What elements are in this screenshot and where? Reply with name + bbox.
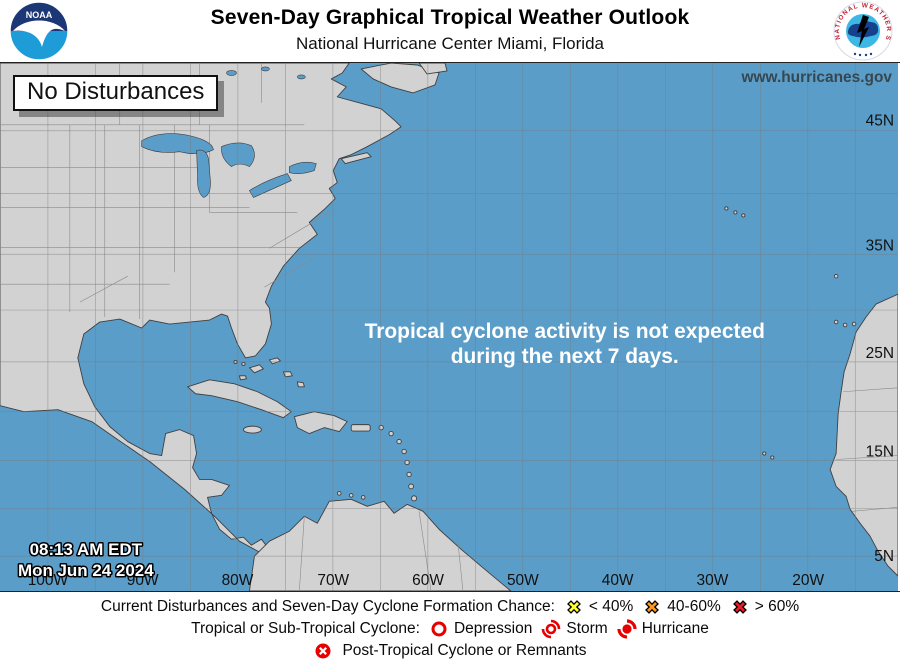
legend-row-formation-chance: Current Disturbances and Seven-Day Cyclo… bbox=[101, 596, 799, 617]
nws-logo-stars bbox=[853, 52, 873, 57]
page-title: Seven-Day Graphical Tropical Weather Out… bbox=[210, 6, 690, 29]
great-lakes bbox=[141, 66, 317, 198]
lon-label: 80W bbox=[222, 572, 254, 589]
watermark-url: www.hurricanes.gov bbox=[740, 69, 892, 86]
legend-row-post-tropical: Post-Tropical Cyclone or Remnants bbox=[313, 640, 587, 661]
noaa-logo: NOAA bbox=[9, 1, 69, 61]
circled-x-icon bbox=[313, 641, 333, 661]
legend-item-hurricane: Hurricane bbox=[617, 618, 709, 639]
outlook-message-line1: Tropical cyclone activity is not expecte… bbox=[365, 320, 765, 343]
lon-label: 20W bbox=[792, 572, 824, 589]
page-subtitle: National Hurricane Center Miami, Florida bbox=[295, 34, 604, 53]
legend-item-depression: Depression bbox=[429, 618, 532, 639]
legend-cyclone-label: Tropical or Sub-Tropical Cyclone: bbox=[191, 620, 420, 637]
lon-label: 70W bbox=[317, 572, 349, 589]
legend-chance-label: Current Disturbances and Seven-Day Cyclo… bbox=[100, 598, 555, 615]
legend-item-label: Storm bbox=[566, 620, 608, 637]
outlook-message-line2: during the next 7 days. bbox=[451, 345, 679, 368]
lon-label: 40W bbox=[602, 572, 634, 589]
issuance-timestamp: 08:13 AM EDT Mon Jun 24 2024 bbox=[16, 539, 155, 582]
nws-logo: NATIONAL WEATHER SERVICE bbox=[833, 1, 893, 61]
x-mark-icon bbox=[730, 597, 750, 617]
graticule bbox=[0, 63, 898, 591]
legend-row-cyclone-types: Tropical or Sub-Tropical Cyclone: Depres… bbox=[191, 618, 709, 639]
outlook-map[interactable]: 45N 35N 25N 15N 5N 100W 90W 80W 70W 60W … bbox=[0, 62, 900, 592]
outlook-message: Tropical cyclone activity is not expecte… bbox=[365, 320, 765, 368]
longitude-labels: 100W 90W 80W 70W 60W 50W 40W 30W 20W bbox=[28, 572, 825, 589]
legend-item-label: Depression bbox=[453, 620, 533, 637]
legend-item-label: 40-60% bbox=[667, 598, 721, 615]
legend-item-label: > 60% bbox=[754, 598, 800, 615]
legend-item-high-chance: > 60% bbox=[730, 596, 799, 617]
hurricane-icon bbox=[617, 618, 637, 639]
legend-item-label: Hurricane bbox=[641, 620, 709, 637]
legend-item-storm: Storm bbox=[541, 618, 608, 639]
legend-item-low-chance: < 40% bbox=[564, 596, 633, 617]
timestamp-time: 08:13 AM EDT bbox=[30, 540, 143, 559]
header: NOAA Seven-Day Graphical Tropical Weathe… bbox=[0, 0, 900, 62]
lat-label: 35N bbox=[866, 237, 894, 254]
lat-label: 25N bbox=[866, 345, 894, 362]
lon-label: 60W bbox=[412, 572, 444, 589]
lon-label: 90W bbox=[127, 572, 159, 589]
lon-label: 100W bbox=[28, 572, 69, 589]
lon-label: 50W bbox=[507, 572, 539, 589]
lon-label: 30W bbox=[697, 572, 729, 589]
lat-label: 45N bbox=[866, 113, 894, 130]
legend-item-medium-chance: 40-60% bbox=[642, 596, 721, 617]
timestamp-date: Mon Jun 24 2024 bbox=[18, 561, 154, 580]
legend-item-label: < 40% bbox=[588, 598, 634, 615]
depression-icon bbox=[429, 619, 449, 639]
tropical-storm-icon bbox=[541, 619, 561, 639]
x-mark-icon bbox=[642, 597, 662, 617]
x-mark-icon bbox=[564, 597, 584, 617]
legend: Current Disturbances and Seven-Day Cyclo… bbox=[0, 592, 900, 665]
lat-label: 15N bbox=[866, 444, 894, 461]
latitude-labels: 45N 35N 25N 15N 5N bbox=[866, 113, 894, 565]
legend-post-label: Post-Tropical Cyclone or Remnants bbox=[342, 642, 587, 659]
noaa-logo-text: NOAA bbox=[26, 10, 53, 20]
outlook-map-canvas: 45N 35N 25N 15N 5N 100W 90W 80W 70W 60W … bbox=[0, 62, 899, 592]
lat-label: 5N bbox=[874, 548, 894, 565]
status-box: No Disturbances bbox=[13, 75, 219, 111]
